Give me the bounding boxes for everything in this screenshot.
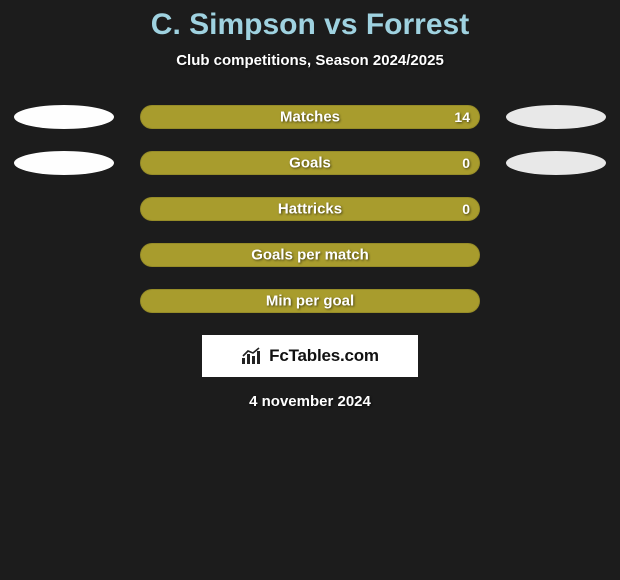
- spacer: [14, 243, 114, 267]
- spacer: [506, 289, 606, 313]
- stat-bar: Goals per match: [140, 243, 480, 267]
- spacer: [506, 243, 606, 267]
- stat-label: Goals: [289, 155, 331, 172]
- subtitle: Club competitions, Season 2024/2025: [0, 52, 620, 69]
- spacer: [14, 197, 114, 221]
- stat-row: Hattricks 0: [0, 197, 620, 221]
- player-right-marker: [506, 105, 606, 129]
- stat-bar: Goals 0: [140, 151, 480, 175]
- stat-row: Goals 0: [0, 151, 620, 175]
- stat-label: Min per goal: [266, 293, 354, 310]
- stat-value: 14: [454, 109, 470, 125]
- player-left-marker: [14, 105, 114, 129]
- stat-value: 0: [462, 201, 470, 217]
- date-label: 4 november 2024: [0, 393, 620, 410]
- player-left-marker: [14, 151, 114, 175]
- spacer: [14, 289, 114, 313]
- stat-bar: Hattricks 0: [140, 197, 480, 221]
- stat-row: Goals per match: [0, 243, 620, 267]
- comparison-infographic: C. Simpson vs Forrest Club competitions,…: [0, 0, 620, 410]
- stat-rows: Matches 14 Goals 0 Hattricks 0 Goals per match…: [0, 105, 620, 313]
- stat-label: Hattricks: [278, 201, 342, 218]
- stat-label: Matches: [280, 109, 340, 126]
- spacer: [506, 197, 606, 221]
- brand-badge: FcTables.com: [202, 335, 418, 377]
- stat-bar: Matches 14: [140, 105, 480, 129]
- stat-row: Min per goal: [0, 289, 620, 313]
- stat-bar: Min per goal: [140, 289, 480, 313]
- stat-value: 0: [462, 155, 470, 171]
- page-title: C. Simpson vs Forrest: [0, 8, 620, 42]
- brand-chart-icon: [241, 347, 263, 365]
- stat-row: Matches 14: [0, 105, 620, 129]
- player-right-marker: [506, 151, 606, 175]
- stat-label: Goals per match: [251, 247, 369, 264]
- brand-text: FcTables.com: [269, 346, 379, 366]
